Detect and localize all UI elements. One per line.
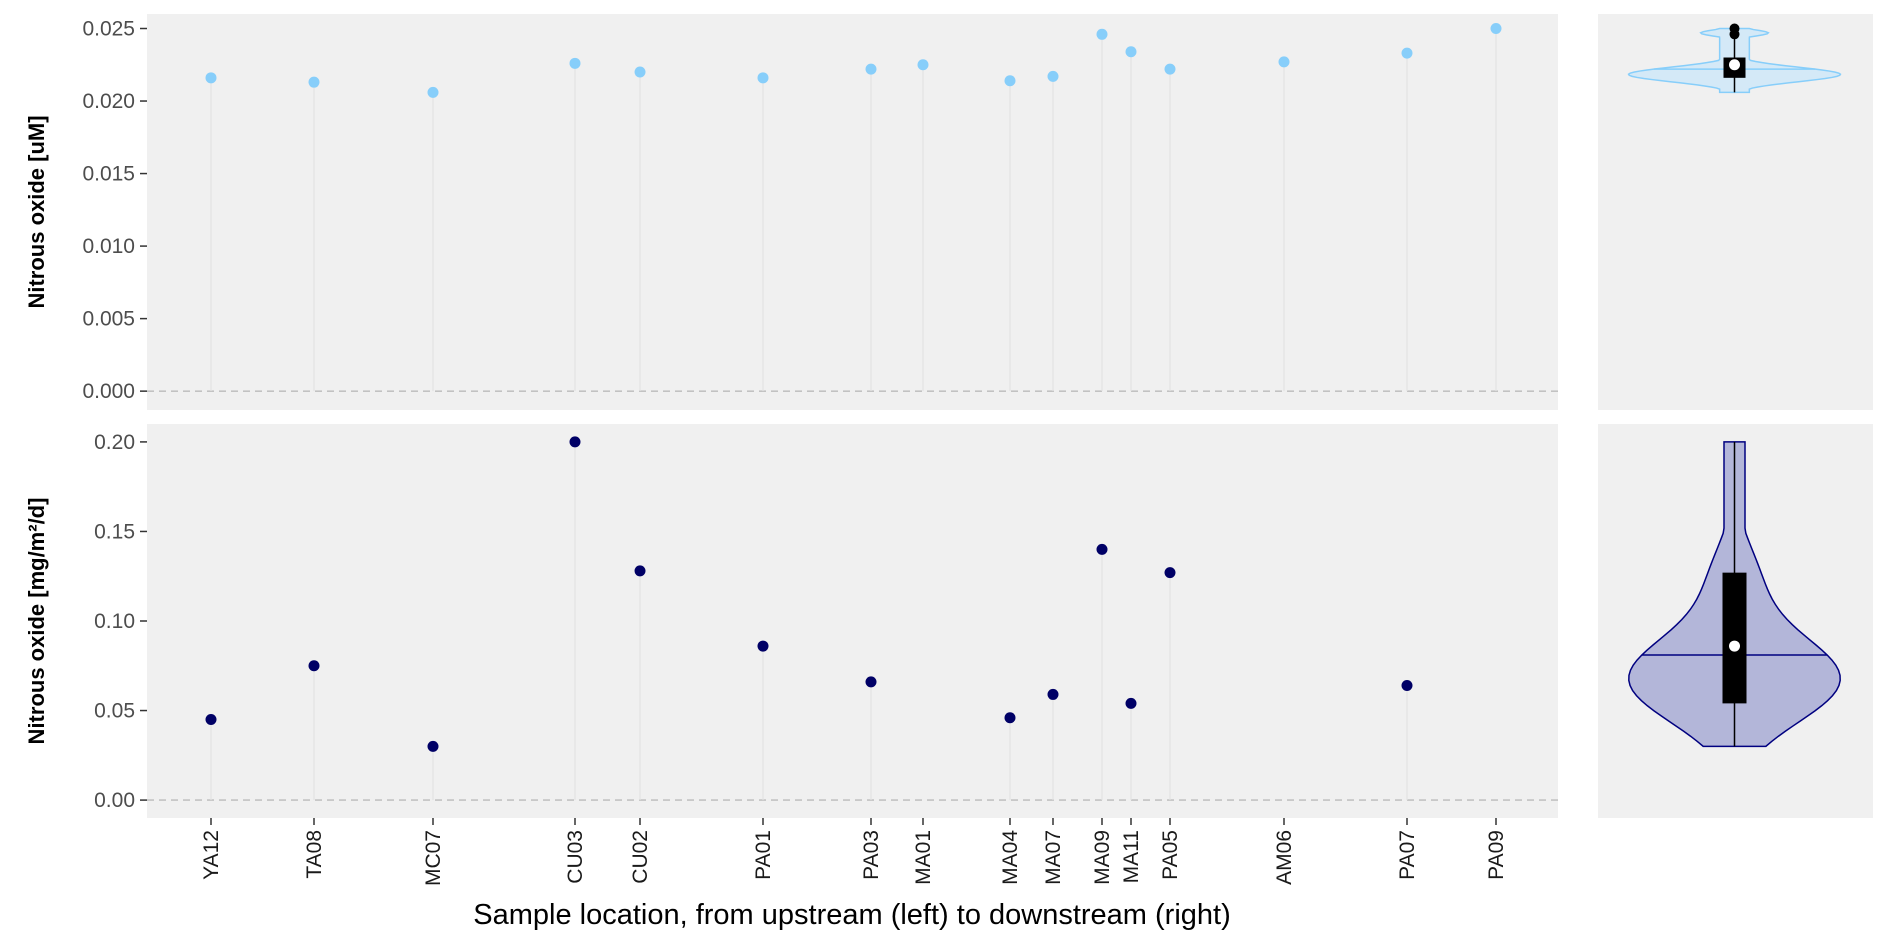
x-tick-label-MA07: MA07 [1042,830,1065,885]
x-axis-title: Sample location, from upstream (left) to… [473,899,1231,931]
flux-point-MA11 [1125,697,1137,709]
concentration-point-MA01 [917,59,929,71]
x-tick-label-YA12: YA12 [200,830,223,880]
flux-point-TA08 [308,660,320,672]
flux-point-MC07 [427,740,439,752]
concentration-panel-background [147,14,1558,410]
concentration-y-tick-label: 0.000 [82,380,135,403]
x-tick-label-MA11: MA11 [1120,830,1143,883]
x-tick-label-CU03: CU03 [564,830,587,884]
flux-y-tick-label: 0.10 [94,610,135,633]
flux-point-PA05 [1164,567,1176,579]
flux-panel-background [147,424,1558,818]
concentration-point-PA05 [1164,63,1176,75]
concentration-box-mean [1729,59,1740,71]
flux-point-MA04 [1004,712,1016,724]
x-tick-label-MC07: MC07 [422,830,445,886]
flux-point-MA07 [1047,688,1059,700]
panels-layer: 0.000 0.005 0.010 0.015 0.020 0.025 Nitrous ox… [24,14,1873,886]
x-tick-label-PA09: PA09 [1485,830,1508,880]
flux-y-axis-title: Nitrous oxide [mg/m²/d] [24,498,49,745]
concentration-point-PA03 [865,63,877,75]
concentration-point-TA08 [308,76,320,88]
concentration-y-tick-label: 0.025 [82,18,135,41]
concentration-point-MA04 [1004,75,1016,87]
flux-y-tick-label: 0.15 [94,520,135,543]
flux-box-iqr [1722,572,1747,704]
concentration-y-tick-label: 0.005 [82,308,135,331]
concentration-point-MA09 [1096,28,1108,40]
concentration-y-tick-label: 0.010 [82,235,135,258]
concentration-point-CU02 [634,66,646,78]
concentration-box-outlier-1 [1729,23,1740,34]
x-tick-label-MA09: MA09 [1091,830,1114,885]
concentration-y-tick-label: 0.015 [82,163,135,186]
flux-point-PA07 [1401,679,1413,691]
concentration-point-PA09 [1490,23,1502,35]
flux-point-CU03 [569,436,581,448]
flux-point-YA12 [205,714,217,725]
flux-point-CU02 [634,565,646,577]
concentration-point-PA01 [757,72,769,84]
flux-box-mean [1729,640,1740,652]
concentration-y-axis-title: Nitrous oxide [uM] [24,115,49,308]
concentration-point-YA12 [205,72,217,84]
x-tick-label-MA01: MA01 [912,830,935,885]
flux-point-PA03 [865,676,877,688]
x-tick-label-PA05: PA05 [1159,830,1182,880]
flux-y-tick-label: 0.05 [94,700,135,723]
flux-point-MA09 [1096,543,1108,555]
concentration-point-MA11 [1125,46,1137,58]
concentration-point-PA07 [1401,47,1413,59]
concentration-point-MC07 [427,86,439,98]
x-tick-label-PA07: PA07 [1396,830,1419,880]
x-tick-label-MA04: MA04 [999,830,1022,885]
x-tick-label-AM06: AM06 [1273,830,1296,885]
flux-y-tick-label: 0.00 [94,789,135,812]
flux-y-tick-label: 0.20 [94,431,135,454]
concentration-y-tick-label: 0.020 [82,90,135,113]
flux-point-PA01 [757,640,769,652]
x-tick-label-TA08: TA08 [303,830,326,879]
concentration-point-MA07 [1047,70,1059,82]
concentration-point-AM06 [1278,56,1290,68]
x-tick-label-CU02: CU02 [629,830,652,884]
x-tick-label-PA03: PA03 [860,830,883,880]
concentration-point-CU03 [569,57,581,69]
x-tick-label-PA01: PA01 [752,830,775,880]
